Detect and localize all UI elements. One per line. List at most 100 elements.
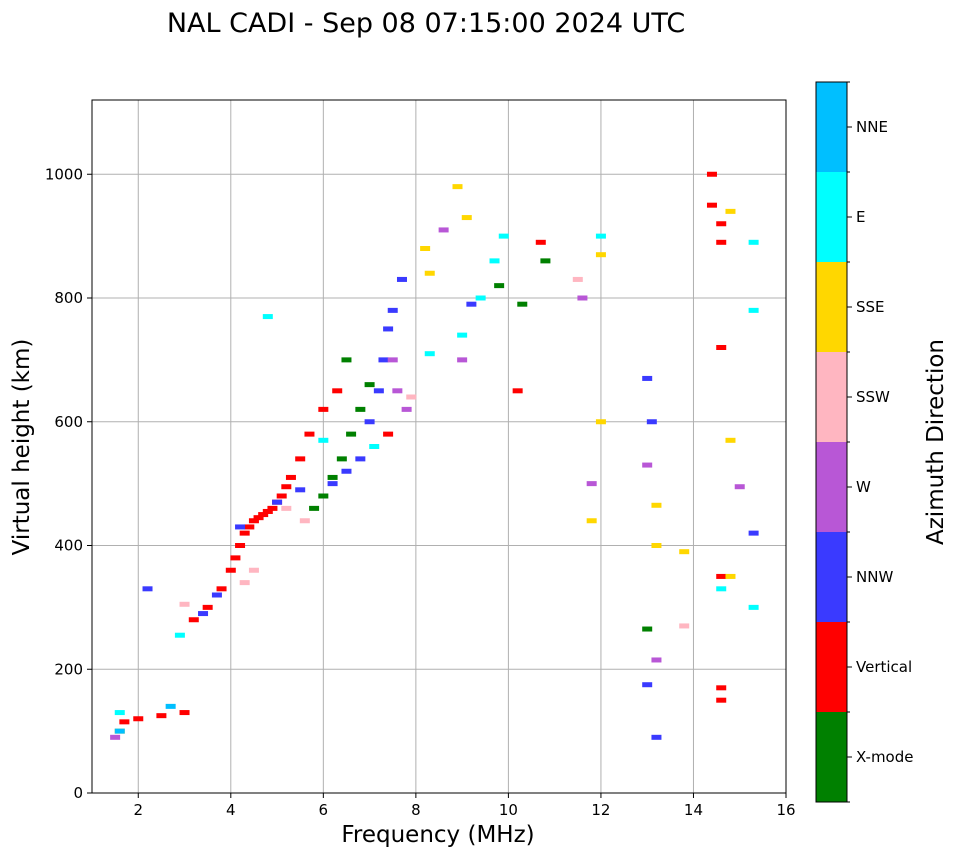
colorbar-segment — [816, 622, 847, 712]
data-point — [595, 252, 606, 258]
data-point — [202, 604, 213, 610]
data-point — [309, 505, 320, 511]
data-point — [716, 221, 727, 227]
data-point — [457, 332, 468, 338]
data-point — [475, 295, 486, 301]
data-point — [586, 518, 597, 524]
data-point — [327, 481, 338, 487]
colorbar-label: Azimuth Direction — [923, 339, 949, 545]
data-point — [272, 499, 283, 505]
data-point — [748, 604, 759, 610]
data-point — [304, 431, 315, 437]
data-point — [295, 456, 306, 462]
data-point — [595, 419, 606, 425]
data-point — [651, 543, 662, 548]
data-point — [595, 233, 606, 239]
data-point — [716, 685, 727, 691]
data-point — [424, 351, 435, 357]
colorbar-tick-label: X-mode — [856, 748, 913, 766]
data-point — [295, 487, 306, 493]
data-point — [239, 530, 250, 536]
data-point — [239, 580, 250, 586]
data-point — [725, 208, 736, 214]
data-point — [235, 524, 246, 530]
colorbar-tick-label: E — [856, 208, 865, 226]
data-point — [318, 493, 329, 499]
data-point — [110, 734, 121, 740]
data-point — [461, 215, 472, 221]
data-point — [679, 549, 690, 555]
data-point — [679, 623, 690, 629]
data-point — [230, 555, 241, 561]
data-point — [535, 239, 546, 245]
data-point — [225, 567, 236, 573]
data-point — [262, 314, 273, 320]
colorbar-tick-label: Vertical — [856, 658, 912, 676]
data-point — [406, 394, 417, 400]
data-point — [457, 357, 468, 363]
data-point — [364, 382, 375, 388]
x-axis-label: Frequency (MHz) — [341, 822, 534, 848]
data-point — [198, 611, 209, 617]
colorbar-segment — [816, 82, 847, 172]
colorbar-segment — [816, 172, 847, 262]
data-point — [489, 258, 500, 264]
data-point — [646, 419, 657, 425]
x-tick-label: 12 — [591, 801, 610, 819]
colorbar-tick-label: NNW — [856, 568, 893, 586]
data-point — [281, 484, 292, 490]
data-point — [716, 573, 727, 579]
y-tick-label: 600 — [54, 413, 83, 431]
data-point — [494, 283, 505, 289]
chart-title: NAL CADI - Sep 08 07:15:00 2024 UTC — [167, 8, 685, 39]
data-point — [364, 419, 375, 425]
data-point — [706, 202, 717, 208]
y-tick-label: 0 — [73, 784, 83, 802]
data-point — [133, 716, 144, 722]
x-tick-label: 10 — [499, 801, 518, 819]
data-point — [383, 431, 394, 437]
data-point — [216, 586, 227, 592]
data-point — [651, 502, 662, 508]
data-point — [336, 456, 347, 462]
data-point — [341, 357, 352, 363]
data-point — [165, 703, 176, 709]
colorbar: X-mode Vertical NNW W SSW SSE E NNE — [815, 81, 913, 803]
data-point — [387, 307, 398, 313]
data-point — [355, 456, 366, 462]
data-point — [318, 406, 329, 412]
data-point — [281, 505, 292, 511]
data-point — [466, 301, 477, 307]
data-point — [341, 468, 352, 474]
data-point — [119, 719, 130, 725]
data-point — [572, 276, 583, 282]
colorbar-tick-label: NNE — [856, 118, 888, 136]
data-point — [642, 375, 653, 381]
data-point — [369, 444, 380, 449]
data-point — [642, 462, 653, 468]
colorbar-tick-label: W — [856, 478, 871, 496]
data-point — [299, 518, 310, 524]
data-point — [248, 567, 259, 573]
data-point — [346, 431, 357, 437]
data-points — [110, 171, 759, 740]
data-point — [276, 493, 287, 499]
data-point — [651, 657, 662, 663]
data-point — [577, 295, 588, 301]
data-point — [716, 239, 727, 245]
data-point — [235, 543, 246, 548]
data-point — [748, 239, 759, 245]
data-point — [748, 307, 759, 313]
colorbar-tick-label: SSW — [856, 388, 890, 406]
data-point — [355, 406, 366, 412]
x-tick-label: 6 — [319, 801, 329, 819]
data-point — [420, 246, 431, 251]
data-point — [642, 682, 653, 688]
data-point — [498, 233, 509, 239]
colorbar-segment — [816, 442, 847, 532]
data-point — [378, 357, 389, 363]
colorbar-tick-label: SSE — [856, 298, 885, 316]
data-point — [156, 713, 167, 719]
data-point — [383, 326, 394, 332]
